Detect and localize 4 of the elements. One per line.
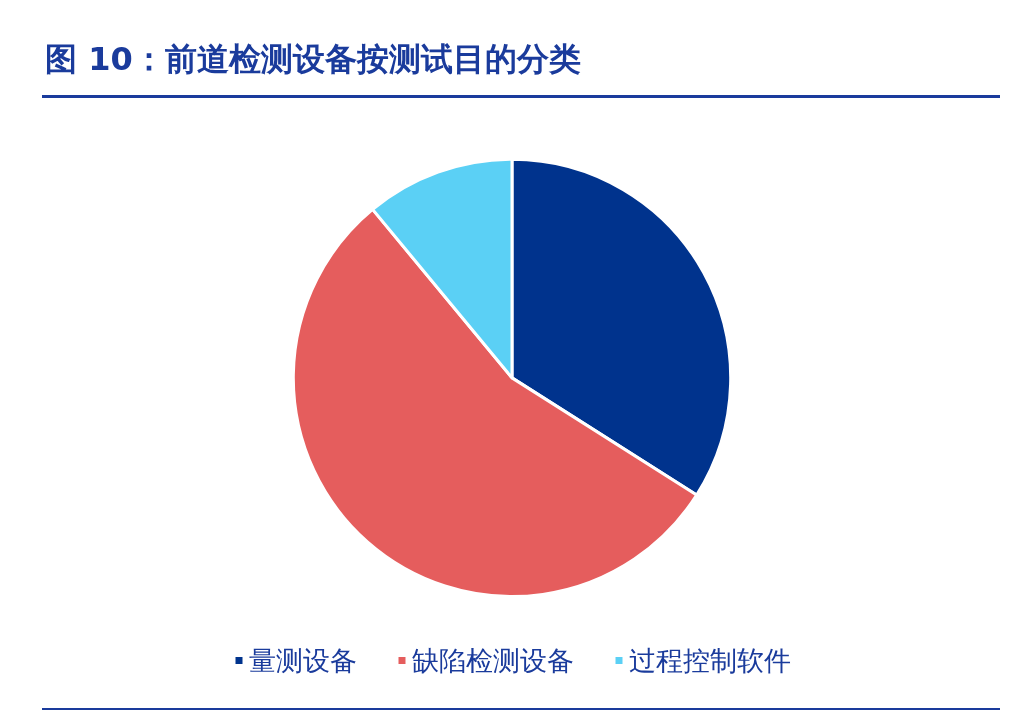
legend-label: 量测设备: [248, 645, 357, 676]
legend-label: 缺陷检测设备: [411, 645, 574, 676]
chart-title: 图 10：前道检测设备按测试目的分类: [45, 40, 581, 78]
legend-label: 过程控制软件: [628, 645, 791, 676]
